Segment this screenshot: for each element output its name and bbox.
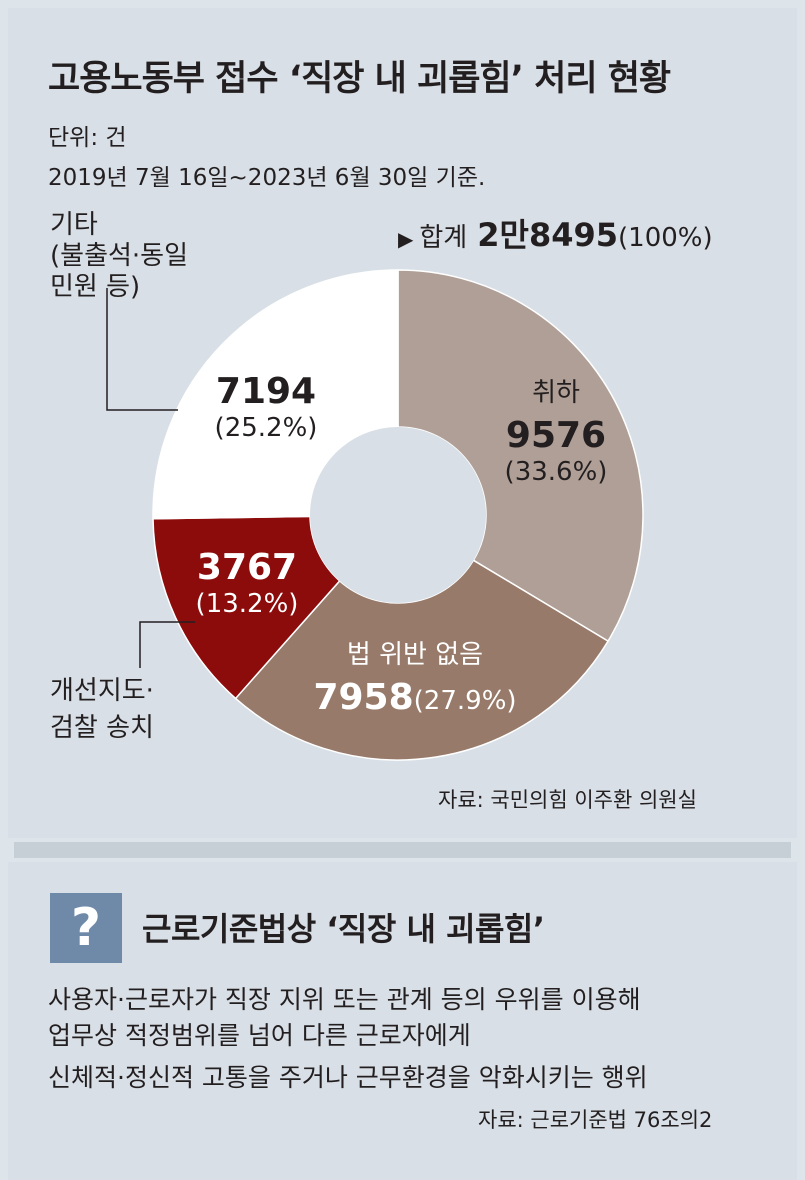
etc-leader-line [106,288,178,411]
data-label-value: 9576 [505,415,607,456]
slice-label-guidance: 3767 (13.2%) [172,548,322,620]
data-label-category: 법 위반 없음 [346,640,484,670]
etc-callout-line: 기타 [50,210,98,240]
definition-line: 신체적·정신적 고통을 주거나 근무환경을 악화시키는 행위 [48,1063,648,1092]
data-label-pct: (13.2%) [195,589,299,619]
chart-source: 자료: 국민의힘 이주환 의원실 [438,788,697,812]
definition-panel [8,862,797,1180]
section-divider [14,842,791,858]
data-label-pct: (33.6%) [504,457,608,487]
guidance-callout-line: 검찰 송치 [50,713,154,743]
guidance-callout-line: 개선지도· [50,676,154,706]
etc-callout: 기타 (불출석·동일 민원 등) [50,210,188,303]
triangle-icon: ▶ [398,227,414,251]
question-icon: ? [50,893,122,963]
total-value: 2만8495 [477,216,619,254]
data-label-value: 3767 [196,547,298,588]
data-label-pct: (25.2%) [214,413,318,443]
data-label-pct: (27.9%) [413,686,517,716]
total-pct: (100%) [618,223,713,253]
etc-callout-line: 민원 등) [50,272,141,302]
data-label-category: 취하 [532,378,580,408]
slice-label-no-violation: 법 위반 없음 7958(27.9%) [290,640,540,718]
total-label: 합계 [419,223,468,253]
unit-label: 단위: 건 [48,125,127,151]
period-label: 2019년 7월 16일~2023년 6월 30일 기준. [48,165,486,191]
total-summary: ▶ 합계 2만8495(100%) [398,210,713,256]
data-label-value: 7194 [215,371,317,412]
slice-label-etc: 7194 (25.2%) [196,372,336,444]
guidance-callout: 개선지도· 검찰 송치 [50,676,154,744]
definition-line: 업무상 적정범위를 넘어 다른 근로자에게 [48,1021,471,1050]
definition-source: 자료: 근로기준법 76조의2 [478,1108,713,1132]
definition-line: 사용자·근로자가 직장 지위 또는 관계 등의 우위를 이용해 [48,985,641,1014]
guidance-leader-line [139,621,195,668]
data-label-value: 7958 [313,677,414,718]
definition-title: 근로기준법상 ‘직장 내 괴롭힘’ [142,910,545,948]
chart-title: 고용노동부 접수 ‘직장 내 괴롭힘’ 처리 현황 [48,59,671,99]
donut-chart [106,269,644,761]
etc-callout-line: (불출석·동일 [50,241,189,271]
donut-hole [310,427,486,603]
slice-label-withdrawn: 취하 9576 (33.6%) [486,378,626,488]
